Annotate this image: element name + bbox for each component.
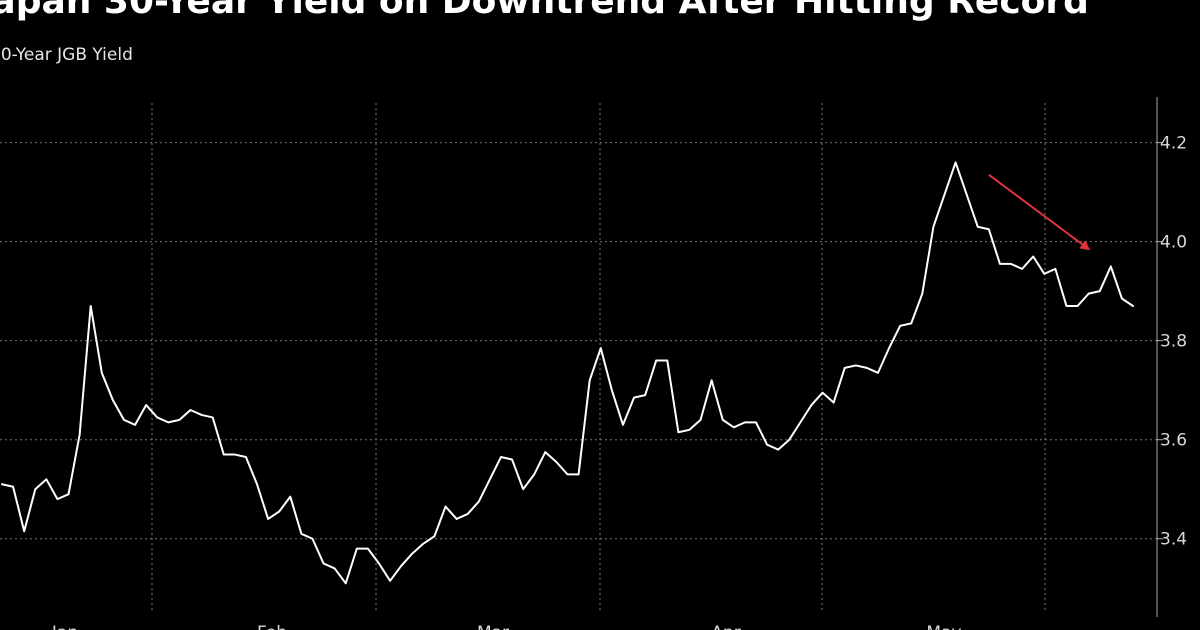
downtrend-arrow <box>988 173 1091 251</box>
x-month-label-jan: Jan <box>51 623 78 630</box>
chart-title: Japan 30-Year Yield on Downtrend After H… <box>0 0 1089 22</box>
y-tick-label-4.2: 4.2 <box>1160 134 1187 154</box>
x-month-label-may: May <box>926 623 961 630</box>
series-line-jgb-30y <box>1 161 1134 585</box>
x-month-label-apr: Apr <box>711 623 740 630</box>
y-axis: 3.4 3.6 3.8 4.0 4.2 <box>1156 97 1187 617</box>
y-tick-label-3.4: 3.4 <box>1160 530 1187 550</box>
y-tick-label-3.6: 3.6 <box>1160 431 1187 451</box>
x-month-label-feb: Feb <box>257 623 287 630</box>
grid-lines <box>0 103 1157 613</box>
x-axis-labels: Jan Feb Mar Apr May <box>51 623 962 630</box>
x-month-label-mar: Mar <box>477 623 509 630</box>
y-tick-label-3.8: 3.8 <box>1160 332 1187 352</box>
annotation-layer <box>988 173 1091 251</box>
chart-subtitle: 30-Year JGB Yield <box>0 45 133 65</box>
series-layer <box>1 161 1134 585</box>
y-tick-label-4.0: 4.0 <box>1160 233 1187 253</box>
